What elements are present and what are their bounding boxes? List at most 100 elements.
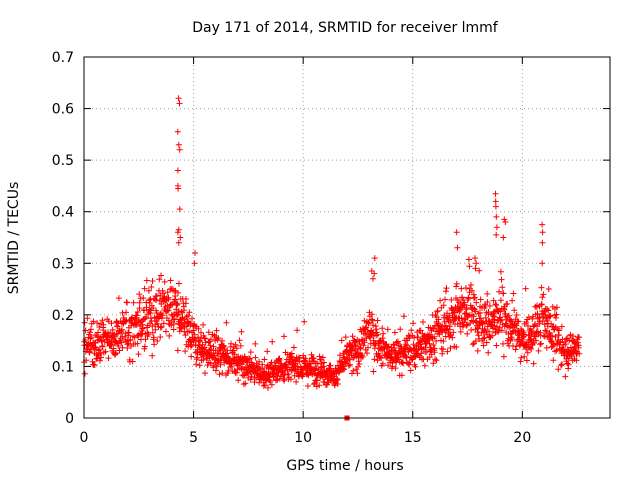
data-point (216, 371, 223, 378)
data-point (146, 306, 153, 313)
data-point (108, 320, 115, 327)
data-point (497, 297, 504, 304)
data-point (544, 317, 551, 324)
data-point (294, 327, 301, 334)
data-point (338, 337, 345, 344)
data-point (453, 229, 460, 236)
data-point (556, 327, 563, 334)
data-point (163, 328, 169, 335)
data-point (420, 319, 426, 325)
data-point (175, 239, 182, 246)
data-point (435, 316, 442, 323)
data-point (524, 349, 531, 356)
data-point (493, 213, 500, 220)
data-point (458, 315, 465, 321)
data-point (102, 348, 109, 355)
data-point (532, 333, 539, 340)
data-point (517, 358, 524, 365)
y-tick-label: 0.7 (52, 50, 74, 66)
data-point (221, 343, 227, 349)
data-point (469, 341, 476, 348)
data-point (292, 357, 299, 364)
x-tick-label: 5 (189, 430, 198, 446)
data-point (448, 296, 455, 303)
data-point (480, 335, 487, 342)
data-point (81, 319, 88, 326)
data-point (122, 318, 129, 325)
data-point (107, 342, 114, 349)
data-point (474, 347, 481, 354)
data-point (140, 325, 146, 332)
data-point (288, 350, 295, 357)
data-point (233, 345, 240, 352)
data-point (109, 326, 116, 333)
data-point (537, 341, 544, 348)
data-point (175, 141, 182, 148)
data-point (377, 354, 383, 361)
data-point (202, 370, 208, 377)
data-point (170, 326, 177, 333)
data-point (145, 331, 152, 338)
data-point (558, 323, 565, 330)
data-point (565, 361, 572, 368)
data-point (563, 336, 570, 343)
data-point (443, 285, 450, 292)
data-point (197, 337, 204, 344)
data-point (238, 328, 245, 335)
data-point (525, 323, 531, 329)
data-point (570, 333, 576, 340)
data-point (472, 265, 479, 272)
data-point (509, 336, 515, 343)
data-point (476, 267, 483, 274)
data-point (550, 357, 557, 364)
data-point (549, 343, 556, 350)
data-point (468, 327, 475, 333)
data-point (535, 347, 542, 354)
data-point (433, 357, 440, 364)
data-point (544, 323, 551, 330)
data-point (469, 287, 475, 294)
data-point (204, 362, 211, 369)
data-point (192, 323, 199, 330)
data-point (213, 363, 220, 370)
data-point (171, 316, 178, 323)
data-point (193, 356, 200, 363)
data-point (492, 203, 499, 210)
data-point (498, 276, 505, 283)
data-point (503, 322, 510, 329)
data-point (242, 380, 249, 387)
data-point (108, 341, 115, 348)
data-point (174, 128, 181, 135)
data-point (173, 312, 180, 319)
data-point (370, 275, 376, 282)
data-point (391, 329, 398, 336)
data-point (174, 229, 181, 236)
data-point (333, 375, 340, 382)
data-point (140, 295, 147, 301)
data-point (368, 311, 375, 318)
data-point (546, 313, 553, 320)
data-point (468, 282, 474, 288)
data-point (118, 339, 125, 346)
data-point (347, 361, 353, 368)
data-point (523, 319, 530, 326)
data-point (87, 329, 93, 336)
data-point (186, 309, 193, 316)
data-point (195, 325, 202, 332)
data-point (228, 340, 234, 347)
data-point (149, 278, 156, 284)
data-point (497, 308, 504, 315)
data-point (549, 332, 556, 339)
data-point (205, 329, 212, 336)
data-point (174, 167, 181, 174)
data-point (157, 334, 164, 340)
data-point (497, 268, 504, 275)
data-point (91, 362, 98, 368)
data-point (359, 353, 366, 360)
axis-ticks: 0 5 10 15 20 0 0.1 0.2 0.3 0.4 0.5 0.6 0.7 (52, 50, 610, 446)
data-point (153, 293, 160, 300)
data-point (87, 326, 94, 333)
data-point (430, 325, 437, 332)
data-point (310, 355, 317, 362)
data-point (354, 370, 361, 377)
